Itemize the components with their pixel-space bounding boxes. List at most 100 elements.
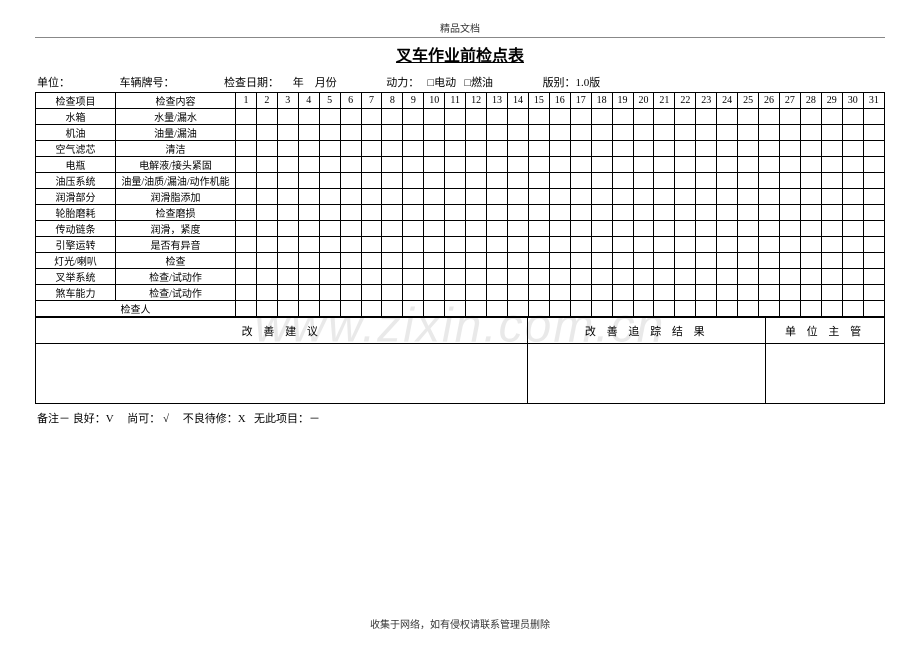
check-cell bbox=[738, 109, 759, 125]
check-cell bbox=[549, 221, 570, 237]
check-cell bbox=[424, 285, 445, 301]
check-cell bbox=[277, 141, 298, 157]
check-cell bbox=[256, 109, 277, 125]
check-cell bbox=[361, 109, 382, 125]
check-cell bbox=[256, 269, 277, 285]
check-cell bbox=[800, 221, 821, 237]
table-row: 空气滤芯清洁 bbox=[36, 141, 885, 157]
day-header: 5 bbox=[319, 93, 340, 109]
inspector-cell bbox=[800, 301, 821, 317]
check-cell bbox=[466, 157, 487, 173]
spacer bbox=[337, 74, 387, 90]
check-cell bbox=[340, 125, 361, 141]
check-cell bbox=[717, 237, 738, 253]
check-cell bbox=[759, 269, 780, 285]
check-cell bbox=[570, 221, 591, 237]
day-header: 3 bbox=[277, 93, 298, 109]
item-cell: 电瓶 bbox=[36, 157, 116, 173]
check-cell bbox=[507, 285, 528, 301]
item-cell: 润滑部分 bbox=[36, 189, 116, 205]
check-cell bbox=[424, 125, 445, 141]
check-cell bbox=[696, 253, 717, 269]
check-cell bbox=[863, 205, 884, 221]
check-cell bbox=[654, 173, 675, 189]
check-cell bbox=[340, 269, 361, 285]
check-cell bbox=[779, 125, 800, 141]
check-cell bbox=[800, 205, 821, 221]
check-cell bbox=[800, 189, 821, 205]
check-cell bbox=[675, 141, 696, 157]
check-cell bbox=[466, 269, 487, 285]
check-cell bbox=[256, 253, 277, 269]
check-cell bbox=[298, 285, 319, 301]
check-cell bbox=[591, 221, 612, 237]
check-cell bbox=[403, 205, 424, 221]
check-cell bbox=[256, 285, 277, 301]
check-cell bbox=[717, 189, 738, 205]
check-cell bbox=[821, 269, 842, 285]
check-cell bbox=[612, 285, 633, 301]
check-cell bbox=[675, 253, 696, 269]
check-cell bbox=[277, 285, 298, 301]
check-cell bbox=[654, 125, 675, 141]
check-cell bbox=[717, 285, 738, 301]
check-cell bbox=[277, 205, 298, 221]
check-cell bbox=[549, 253, 570, 269]
day-header: 31 bbox=[863, 93, 884, 109]
supervisor-header: 单 位 主 管 bbox=[766, 318, 885, 344]
check-cell bbox=[570, 237, 591, 253]
check-cell bbox=[779, 157, 800, 173]
day-header: 12 bbox=[466, 93, 487, 109]
check-cell bbox=[340, 205, 361, 221]
check-cell bbox=[424, 269, 445, 285]
check-cell bbox=[277, 237, 298, 253]
inspector-cell bbox=[277, 301, 298, 317]
content-cell: 电解液/接头紧固 bbox=[116, 157, 236, 173]
check-cell bbox=[591, 205, 612, 221]
check-cell bbox=[654, 109, 675, 125]
check-cell bbox=[675, 269, 696, 285]
check-cell bbox=[236, 125, 257, 141]
supervisor-cell bbox=[766, 344, 885, 404]
check-cell bbox=[738, 125, 759, 141]
check-cell bbox=[487, 141, 508, 157]
inspector-cell bbox=[717, 301, 738, 317]
check-cell bbox=[319, 109, 340, 125]
day-header: 10 bbox=[424, 93, 445, 109]
inspector-cell bbox=[361, 301, 382, 317]
check-cell bbox=[570, 205, 591, 221]
check-cell bbox=[842, 285, 863, 301]
inspection-table: 检查项目检查内容12345678910111213141516171819202… bbox=[35, 92, 885, 317]
check-cell bbox=[612, 221, 633, 237]
content-cell: 检查磨损 bbox=[116, 205, 236, 221]
check-cell bbox=[863, 157, 884, 173]
inspector-cell bbox=[612, 301, 633, 317]
day-header: 26 bbox=[759, 93, 780, 109]
content-cell: 水量/漏水 bbox=[116, 109, 236, 125]
inspector-cell bbox=[256, 301, 277, 317]
item-cell: 传动链条 bbox=[36, 221, 116, 237]
check-cell bbox=[277, 189, 298, 205]
check-cell bbox=[696, 221, 717, 237]
check-cell bbox=[738, 253, 759, 269]
check-cell bbox=[738, 189, 759, 205]
day-header: 19 bbox=[612, 93, 633, 109]
inspector-cell bbox=[842, 301, 863, 317]
check-cell bbox=[361, 173, 382, 189]
check-cell bbox=[487, 221, 508, 237]
check-cell bbox=[863, 237, 884, 253]
check-cell bbox=[696, 189, 717, 205]
bottom-header-row: 改 善 建 议 改 善 追 踪 结 果 单 位 主 管 bbox=[36, 318, 885, 344]
spacer bbox=[304, 74, 315, 90]
check-cell bbox=[319, 189, 340, 205]
inspector-cell bbox=[403, 301, 424, 317]
check-cell bbox=[863, 125, 884, 141]
check-cell bbox=[507, 221, 528, 237]
check-cell bbox=[612, 173, 633, 189]
unit-label: 单位： bbox=[37, 74, 70, 90]
content-cell: 检查 bbox=[116, 253, 236, 269]
check-cell bbox=[633, 221, 654, 237]
check-cell bbox=[717, 157, 738, 173]
check-cell bbox=[256, 157, 277, 173]
check-cell bbox=[236, 237, 257, 253]
